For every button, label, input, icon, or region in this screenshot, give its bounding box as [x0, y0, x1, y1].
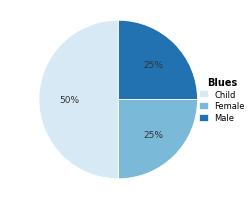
Text: 25%: 25%	[142, 130, 162, 139]
Wedge shape	[118, 21, 197, 100]
Text: 50%: 50%	[59, 96, 79, 104]
Legend: Child, Female, Male: Child, Female, Male	[197, 76, 246, 124]
Wedge shape	[118, 100, 197, 179]
Text: 25%: 25%	[142, 61, 162, 70]
Wedge shape	[39, 21, 118, 179]
